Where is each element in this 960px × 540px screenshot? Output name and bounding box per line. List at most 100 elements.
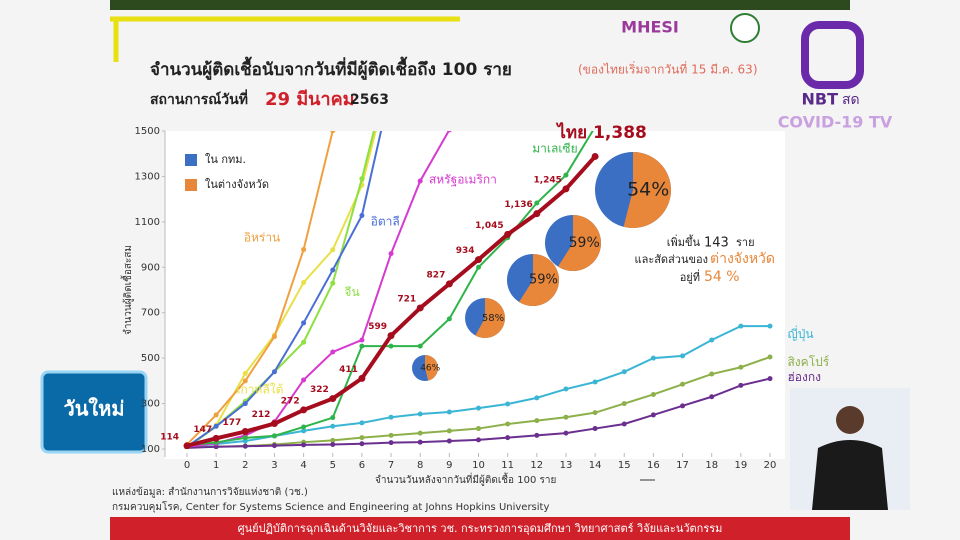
x-tick-label: 19 (734, 460, 747, 471)
data-point (505, 435, 511, 441)
data-point (650, 391, 656, 397)
x-tick-label: 13 (560, 460, 573, 471)
pie-label: 59% (529, 273, 558, 288)
subtitle-date: 29 มีนาคม (265, 89, 355, 110)
data-point (330, 247, 336, 253)
data-point (534, 418, 540, 424)
signer-body (812, 440, 888, 510)
data-point (271, 369, 277, 375)
data-point (563, 414, 569, 420)
data-point (330, 280, 336, 286)
data-point (242, 378, 248, 384)
data-point (330, 415, 336, 421)
annotation-number: 143 (704, 236, 729, 251)
x-tick-label: 9 (446, 460, 452, 471)
corner-logo-box (40, 370, 148, 454)
data-point (446, 428, 452, 434)
data-point (680, 381, 686, 387)
data-point (504, 230, 512, 238)
data-point (476, 437, 481, 443)
data-point (475, 256, 482, 264)
data-point (767, 376, 773, 382)
data-point (709, 337, 715, 343)
logo-seal (730, 13, 760, 43)
data-point (417, 411, 423, 417)
series-label: จีน (344, 285, 359, 299)
annotation: ราย (736, 236, 755, 249)
pie-slice (425, 355, 439, 381)
x-tick-label: 1 (213, 460, 219, 471)
series-label: ญี่ปุ่น (787, 325, 813, 342)
data-point (242, 370, 248, 376)
x-tick-label: 12 (530, 460, 543, 471)
x-tick-label: 11 (501, 460, 514, 471)
data-point (213, 423, 219, 429)
legend-label: ในต่างจังหวัด (205, 178, 269, 191)
data-point (562, 185, 570, 193)
data-point (358, 374, 366, 382)
data-point (592, 426, 598, 432)
data-point (330, 267, 336, 273)
annotation: และสัดส่วนของ (634, 253, 708, 266)
data-point (563, 386, 569, 392)
x-tick-label: 10 (472, 460, 485, 471)
data-point (738, 364, 744, 370)
channel-emblem (801, 21, 864, 89)
data-label: 1,245 (533, 175, 561, 185)
subtitle: สถานการณ์วันที่ (150, 89, 248, 108)
x-tick-label: 0 (184, 460, 190, 471)
data-point (738, 382, 744, 388)
data-point (301, 280, 307, 286)
data-label: 827 (427, 270, 446, 280)
y-tick-label: 1300 (135, 171, 160, 182)
plot-series (183, 131, 773, 449)
data-label: 599 (368, 322, 387, 332)
data-point (680, 353, 686, 359)
data-point (359, 441, 365, 447)
data-point (709, 394, 715, 400)
data-point (242, 401, 248, 407)
pie-slice (519, 254, 559, 306)
x-tick-label: 5 (330, 460, 336, 471)
data-point (359, 343, 365, 349)
data-point (212, 434, 220, 442)
data-point (387, 332, 395, 340)
live-label: สด (842, 92, 860, 108)
data-label: 934 (456, 246, 475, 256)
series-label: อิหร่าน (244, 230, 281, 244)
data-point (301, 247, 307, 253)
data-point (270, 420, 278, 428)
data-point (301, 339, 307, 345)
data-point (330, 423, 336, 429)
x-tick-label: 20 (764, 460, 777, 471)
x-tick-label: 16 (647, 460, 660, 471)
source: กรมควบคุมโรค, Center for Systems Science… (112, 500, 549, 513)
corner-logo: วันใหม่ (63, 397, 124, 421)
data-point (446, 316, 452, 322)
series-label: สหรัฐอเมริกา (429, 172, 497, 186)
data-point (241, 428, 249, 436)
footer-text: ศูนย์ปฏิบัติการฉุกเฉินด้านวิจัยและวิชากา… (238, 522, 723, 535)
data-point (417, 439, 423, 445)
pie-slice (475, 298, 506, 339)
data-point (388, 432, 394, 438)
data-point (738, 323, 744, 329)
data-point (271, 433, 277, 439)
top-bar (110, 0, 850, 10)
pie-slice (557, 215, 601, 271)
data-point (417, 343, 423, 349)
pie-slice (623, 152, 671, 228)
data-point (591, 152, 599, 160)
data-point (359, 212, 365, 218)
data-point (329, 395, 337, 403)
data-point (359, 420, 365, 426)
data-label: 721 (397, 294, 416, 304)
data-point (330, 441, 336, 447)
pie-label: 58% (482, 313, 504, 324)
x-tick-label: 15 (618, 460, 631, 471)
data-point (534, 432, 540, 438)
data-point (330, 349, 336, 355)
series-line (186, 131, 334, 446)
